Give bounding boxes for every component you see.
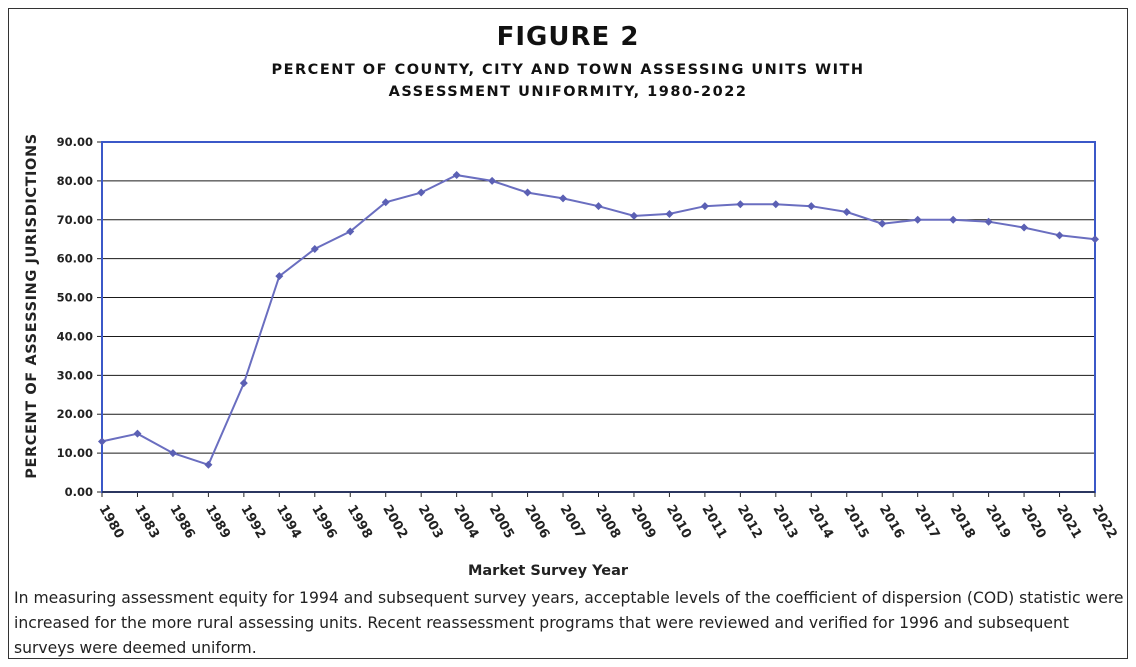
x-tick-label: 2016 (876, 503, 907, 542)
plot-area-border (101, 141, 1096, 493)
grid-lines (102, 180, 1095, 454)
y-tick-label: 30.00 (57, 368, 93, 382)
x-tick-label: 1994 (273, 503, 304, 542)
x-tick-label: 2009 (628, 503, 659, 542)
x-tick-label: 2017 (911, 503, 942, 542)
y-axis-ticks: 0.00 10.00 20.00 30.00 40.00 50.00 60.00 70.00 8… (57, 135, 102, 499)
x-tick-label: 2010 (663, 503, 694, 542)
x-tick-label: 1986 (166, 503, 197, 542)
data-point-marker (949, 215, 958, 224)
data-point-marker (239, 379, 248, 388)
x-tick-label: 2003 (415, 503, 446, 542)
data-point-marker (1091, 235, 1099, 244)
data-point-marker (629, 211, 638, 220)
data-point-marker (984, 217, 993, 226)
figure-subtitle-line2: ASSESSMENT UNIFORMITY, 1980-2022 (388, 84, 748, 100)
y-axis-title: PERCENT OF ASSESSING JURISDICTIONS (24, 133, 40, 479)
data-point-marker (133, 429, 142, 438)
data-point-marker (665, 209, 674, 218)
data-point-marker (700, 202, 709, 211)
x-tick-label: 2002 (379, 503, 410, 542)
figure-subtitle-line1: PERCENT OF COUNTY, CITY AND TOWN ASSESSI… (271, 62, 865, 78)
y-tick-label: 50.00 (57, 291, 93, 305)
x-tick-label: 2012 (734, 503, 765, 542)
data-point-marker (310, 244, 319, 253)
figure-frame (8, 8, 1128, 659)
x-tick-label: 2008 (592, 503, 623, 542)
data-point-marker (807, 202, 816, 211)
data-point-marker (736, 200, 745, 209)
data-point-marker (913, 215, 922, 224)
x-tick-label: 2019 (982, 503, 1013, 542)
data-point-marker (842, 208, 851, 216)
data-point-marker (381, 198, 390, 207)
y-tick-label: 20.00 (57, 407, 93, 421)
x-tick-label: 2007 (557, 503, 588, 542)
data-point-marker (168, 449, 177, 458)
x-tick-label: 2015 (840, 503, 871, 542)
data-point-marker (771, 200, 780, 209)
x-tick-label: 2005 (486, 503, 517, 542)
y-tick-label: 10.00 (57, 446, 93, 460)
figure-caption: In measuring assessment equity for 1994 … (14, 589, 1124, 657)
x-tick-label: 1983 (131, 503, 162, 542)
data-series (98, 171, 1099, 469)
figure-title: FIGURE 2 (496, 22, 640, 52)
x-tick-label: 2022 (1089, 503, 1120, 542)
y-tick-label: 70.00 (57, 213, 93, 227)
x-tick-label: 1989 (202, 503, 233, 542)
line-chart: 0.00 10.00 20.00 30.00 40.00 50.00 60.00 70.00 8… (24, 133, 1120, 579)
x-tick-label: 2004 (450, 503, 481, 542)
y-tick-label: 60.00 (57, 252, 93, 266)
data-point-marker (1020, 223, 1029, 232)
x-tick-label: 2013 (769, 503, 800, 542)
x-tick-label: 2014 (805, 503, 836, 542)
y-tick-label: 40.00 (57, 329, 93, 343)
y-tick-label: 90.00 (57, 135, 93, 149)
data-point-marker (594, 202, 603, 211)
x-tick-label: 2011 (698, 503, 729, 542)
data-point-marker (452, 171, 461, 180)
y-tick-label: 80.00 (57, 174, 93, 188)
x-tick-label: 2021 (1053, 503, 1084, 542)
data-point-marker (346, 227, 355, 236)
x-tick-label: 1998 (344, 503, 375, 542)
x-axis-ticks: 1980 1983 1986 1989 1992 1994 1996 1998 2002 2003… (96, 492, 1120, 541)
data-point-marker (417, 188, 426, 197)
data-point-marker (275, 272, 284, 281)
data-point-marker (98, 437, 106, 446)
data-point-marker (488, 176, 497, 185)
data-point-marker (559, 194, 568, 203)
x-tick-label: 1992 (237, 503, 268, 542)
data-point-marker (878, 219, 887, 228)
x-tick-label: 2020 (1018, 503, 1049, 542)
x-tick-label: 2006 (521, 503, 552, 542)
data-point-marker (1055, 231, 1064, 240)
series-line (101, 174, 1096, 467)
data-point-marker (523, 188, 532, 197)
data-point-marker (204, 460, 213, 469)
x-tick-label: 1980 (96, 503, 127, 542)
x-tick-label: 1996 (308, 503, 339, 542)
x-axis-title: Market Survey Year (468, 563, 629, 579)
x-tick-label: 2018 (947, 503, 978, 542)
y-tick-label: 0.00 (65, 485, 93, 499)
